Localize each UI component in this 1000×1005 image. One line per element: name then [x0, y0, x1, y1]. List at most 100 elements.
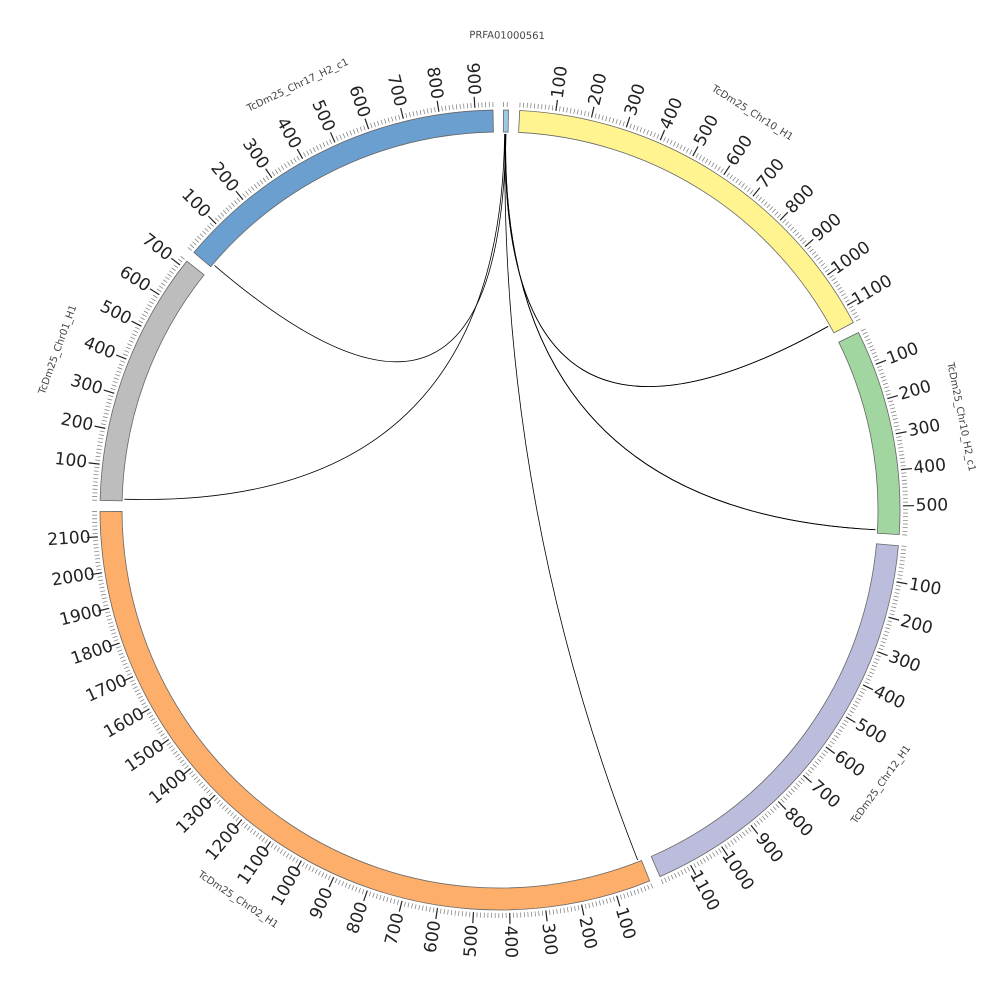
minor-tick: [392, 117, 393, 122]
minor-tick: [259, 835, 262, 839]
minor-tick: [96, 453, 101, 454]
minor-tick: [115, 374, 120, 376]
minor-tick: [860, 691, 864, 693]
tick-label: 1200: [202, 819, 245, 865]
minor-tick: [880, 645, 885, 647]
major-tick: [901, 469, 912, 470]
minor-tick: [869, 346, 874, 348]
minor-tick: [888, 401, 893, 402]
minor-tick: [650, 131, 652, 136]
link-outline-TcDm25_Chr01_H1: [124, 134, 504, 499]
minor-tick: [328, 876, 330, 881]
minor-tick: [370, 123, 372, 128]
minor-tick: [832, 738, 836, 741]
minor-tick: [745, 830, 748, 834]
minor-tick: [121, 660, 126, 662]
minor-tick: [342, 881, 344, 886]
minor-tick: [823, 266, 827, 269]
minor-tick: [776, 804, 779, 808]
major-tick: [693, 146, 698, 156]
minor-tick: [630, 124, 632, 129]
minor-tick: [193, 242, 197, 245]
minor-tick: [624, 894, 626, 899]
minor-tick: [664, 137, 666, 142]
minor-tick: [364, 126, 366, 131]
minor-tick: [110, 629, 115, 630]
minor-tick: [254, 184, 257, 188]
tick-label: 100: [548, 65, 572, 100]
minor-tick: [129, 340, 134, 342]
minor-tick: [157, 727, 161, 730]
minor-tick: [791, 789, 795, 792]
minor-tick: [178, 259, 182, 262]
minor-tick: [159, 731, 163, 734]
minor-tick: [581, 110, 582, 115]
minor-tick: [900, 462, 905, 463]
minor-tick: [736, 179, 739, 183]
minor-tick: [383, 896, 384, 901]
minor-tick: [144, 311, 148, 313]
minor-tick: [340, 135, 342, 140]
minor-tick: [345, 883, 347, 888]
minor-tick: [181, 256, 185, 259]
minor-tick: [352, 886, 354, 891]
minor-tick: [98, 576, 103, 577]
minor-tick: [767, 204, 770, 208]
minor-tick: [727, 173, 730, 177]
minor-tick: [574, 906, 575, 911]
minor-tick: [851, 707, 855, 709]
minor-tick: [699, 155, 701, 159]
minor-tick: [706, 856, 709, 860]
minor-tick: [868, 675, 873, 677]
minor-tick: [898, 447, 903, 448]
minor-tick: [891, 607, 896, 608]
minor-tick: [810, 767, 814, 770]
minor-tick: [819, 756, 823, 759]
minor-tick: [884, 631, 889, 633]
minor-tick: [102, 420, 107, 421]
minor-tick: [127, 673, 132, 675]
minor-tick: [381, 120, 382, 125]
tick-label: 200: [206, 158, 242, 196]
major-tick: [132, 321, 142, 326]
minor-tick: [890, 610, 895, 611]
minor-tick: [616, 119, 617, 124]
minor-tick: [265, 839, 268, 843]
minor-tick: [167, 743, 171, 746]
minor-tick: [836, 732, 840, 735]
minor-tick: [898, 575, 903, 576]
minor-tick: [824, 750, 828, 753]
tick-label: 200: [574, 915, 600, 951]
minor-tick: [725, 845, 728, 849]
minor-tick: [359, 888, 361, 893]
minor-tick: [822, 753, 826, 756]
minor-tick: [747, 188, 750, 192]
minor-tick: [739, 181, 742, 185]
minor-tick: [777, 214, 780, 218]
minor-tick: [373, 893, 375, 898]
minor-tick: [103, 605, 108, 606]
minor-tick: [105, 406, 110, 407]
minor-tick: [661, 879, 663, 884]
minor-tick: [850, 711, 854, 713]
minor-tick: [678, 872, 680, 876]
minor-tick: [560, 908, 561, 913]
minor-tick: [420, 110, 421, 115]
minor-tick: [221, 213, 224, 217]
tick-marks: [87, 97, 914, 924]
minor-tick: [879, 648, 884, 650]
tick-label: 200: [59, 409, 95, 435]
minor-tick: [316, 146, 318, 150]
minor-tick: [834, 735, 838, 738]
minor-tick: [289, 855, 292, 859]
minor-tick: [116, 371, 121, 373]
major-tick: [887, 396, 898, 399]
minor-tick: [872, 352, 877, 354]
minor-tick: [854, 316, 858, 318]
minor-tick: [139, 321, 143, 323]
tick-label: 600: [421, 919, 446, 954]
tick-label: 300: [238, 135, 273, 173]
minor-tick: [878, 369, 883, 371]
minor-tick: [870, 349, 875, 351]
